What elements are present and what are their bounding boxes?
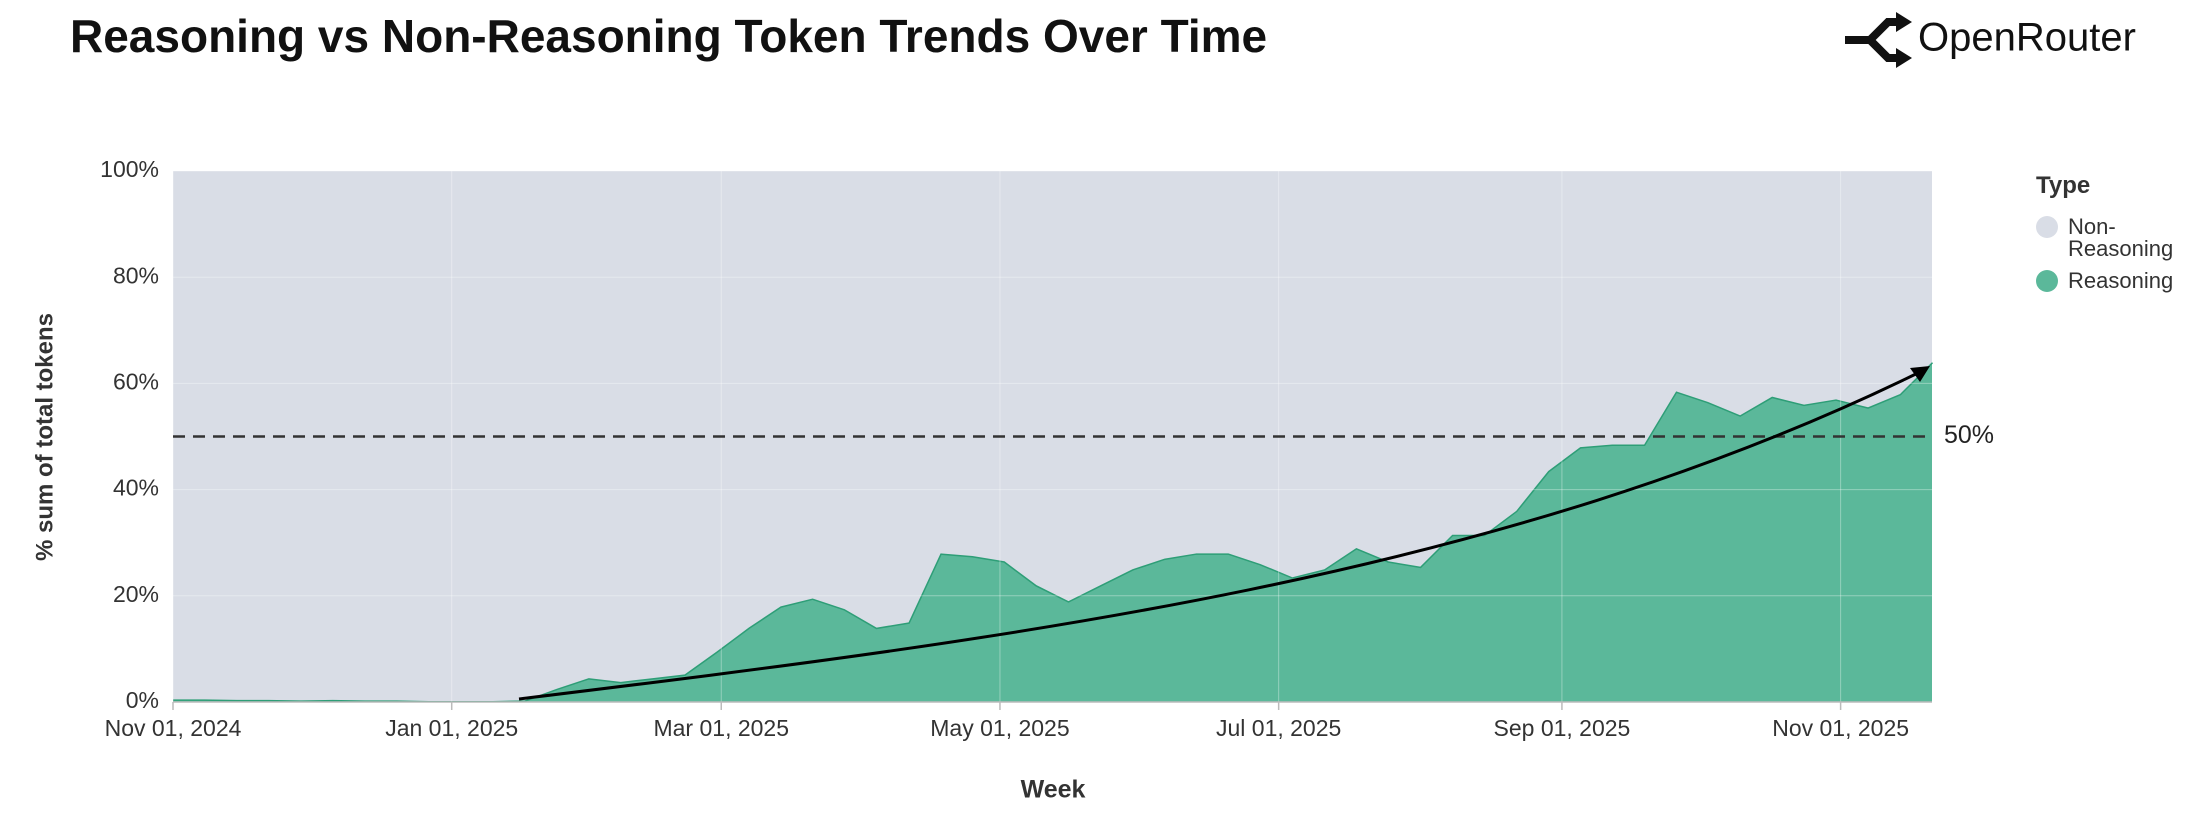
area: [173, 362, 1932, 702]
y-tick-label: 40%: [113, 475, 159, 501]
arrow-head: [1910, 366, 1930, 382]
y-tick-label: 80%: [113, 262, 159, 288]
legend-label: Non-Reasoning: [2068, 214, 2174, 261]
legend-swatch: [2036, 270, 2058, 292]
legend-item[interactable]: Non-Reasoning: [2036, 216, 2186, 260]
y-axis-label: % sum of total tokens: [31, 313, 58, 561]
legend-label: Reasoning: [2068, 268, 2174, 293]
legend-item[interactable]: Reasoning: [2036, 270, 2186, 292]
x-tick-label: Jul 01, 2025: [1216, 715, 1341, 741]
legend-swatch: [2036, 216, 2058, 238]
y-tick-label: 20%: [113, 581, 159, 607]
x-axis-label: Week: [1021, 776, 1086, 804]
legend: Type Non-Reasoning Reasoning: [2036, 172, 2186, 302]
legend-title: Type: [2036, 172, 2091, 199]
x-tick-label: Nov 01, 2025: [1772, 715, 1909, 741]
logo: [1845, 12, 1912, 68]
brand: OpenRouter: [1918, 16, 2136, 60]
x-tick-label: Mar 01, 2025: [653, 715, 789, 741]
y-tick-label: 100%: [100, 156, 159, 182]
y-tick-label: 60%: [113, 368, 159, 394]
x-tick-label: Jan 01, 2025: [385, 715, 518, 741]
trend-arrow: [518, 367, 1927, 701]
x-tick-label: Nov 01, 2024: [105, 715, 242, 741]
reference-label: 50%: [1944, 421, 1994, 449]
area: [173, 171, 1932, 701]
chart-title: Reasoning vs Non-Reasoning Token Trends …: [70, 10, 1267, 62]
x-tick-label: Sep 01, 2025: [1494, 715, 1631, 741]
x-tick-label: May 01, 2025: [930, 715, 1069, 741]
y-tick-label: 0%: [126, 687, 159, 713]
